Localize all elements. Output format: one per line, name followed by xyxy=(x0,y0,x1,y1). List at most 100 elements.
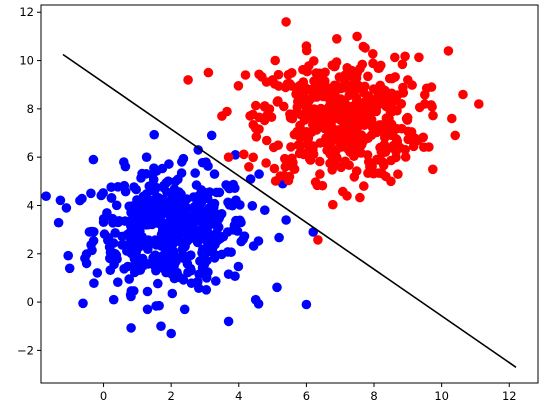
x-tick-label: 10 xyxy=(434,389,449,403)
data-point xyxy=(151,265,161,276)
data-point xyxy=(251,100,261,111)
data-point xyxy=(110,228,120,238)
data-point xyxy=(87,245,97,256)
data-point xyxy=(292,102,303,112)
data-point xyxy=(209,169,220,179)
data-point xyxy=(287,68,297,78)
data-point xyxy=(130,230,140,240)
data-point xyxy=(161,178,172,188)
data-point xyxy=(309,56,319,66)
data-point xyxy=(149,163,159,173)
data-point xyxy=(207,244,218,254)
y-tick-label: 0 xyxy=(27,295,34,309)
data-point xyxy=(419,142,429,152)
data-point xyxy=(366,114,377,125)
data-point xyxy=(153,278,163,289)
data-point xyxy=(428,110,438,121)
data-point xyxy=(315,156,325,167)
data-point xyxy=(358,136,369,146)
data-point xyxy=(124,274,134,284)
data-point xyxy=(204,219,215,230)
data-point xyxy=(178,153,189,164)
plot-area xyxy=(41,17,517,368)
data-point xyxy=(171,194,181,205)
data-point xyxy=(371,105,381,115)
y-tick-label: −2 xyxy=(17,343,34,357)
data-point xyxy=(179,221,189,232)
data-point xyxy=(64,263,75,274)
data-point xyxy=(294,148,305,159)
data-point xyxy=(400,152,411,162)
data-point xyxy=(78,298,88,309)
data-point xyxy=(211,187,222,198)
data-point xyxy=(233,81,244,91)
data-point xyxy=(158,224,169,234)
data-point xyxy=(384,73,395,84)
data-point xyxy=(189,203,200,214)
data-point xyxy=(88,154,99,165)
data-point xyxy=(179,304,190,315)
data-point xyxy=(329,80,340,91)
data-point xyxy=(211,276,221,286)
data-point xyxy=(186,250,196,260)
data-point xyxy=(113,277,123,288)
data-point xyxy=(351,93,362,103)
data-point xyxy=(393,169,403,179)
data-point xyxy=(174,205,185,216)
data-point xyxy=(89,278,99,289)
data-point xyxy=(84,227,95,237)
data-point xyxy=(254,169,264,179)
data-point xyxy=(357,59,368,70)
data-point xyxy=(275,171,286,181)
data-point xyxy=(194,269,204,280)
data-point xyxy=(161,267,171,278)
data-point xyxy=(360,43,370,53)
data-point xyxy=(254,69,264,80)
x-tick-label: 12 xyxy=(502,389,517,403)
data-point xyxy=(167,210,178,221)
data-point xyxy=(156,321,166,332)
data-point xyxy=(313,235,323,245)
data-point xyxy=(354,144,365,154)
data-point xyxy=(125,220,136,231)
data-point xyxy=(301,299,312,310)
data-point xyxy=(301,41,312,51)
data-point xyxy=(328,199,338,210)
data-point xyxy=(344,90,355,101)
data-point xyxy=(368,49,378,59)
data-point xyxy=(250,123,261,133)
data-point xyxy=(53,217,64,228)
data-point xyxy=(339,82,350,93)
data-point xyxy=(379,96,389,106)
data-point xyxy=(447,113,457,124)
data-point xyxy=(141,152,152,162)
data-point xyxy=(137,253,148,264)
data-point xyxy=(305,111,316,122)
x-tick-label: 4 xyxy=(235,389,242,403)
data-point xyxy=(142,286,153,297)
x-tick-label: 8 xyxy=(370,389,377,403)
data-point xyxy=(129,254,140,264)
x-tick-label: 2 xyxy=(168,389,175,403)
data-point xyxy=(184,211,194,221)
data-point xyxy=(282,157,293,168)
data-point xyxy=(353,121,364,132)
data-point xyxy=(167,243,177,253)
data-point xyxy=(105,253,115,264)
data-point xyxy=(302,139,312,149)
data-point xyxy=(131,208,142,219)
data-point xyxy=(274,232,284,243)
data-point xyxy=(206,130,217,141)
data-point xyxy=(251,132,262,142)
data-point xyxy=(385,107,396,117)
series-blue xyxy=(41,129,319,339)
data-point xyxy=(386,155,396,166)
data-point xyxy=(235,200,245,210)
data-point xyxy=(260,101,270,111)
data-point xyxy=(368,84,379,94)
data-point xyxy=(61,203,72,213)
data-point xyxy=(120,186,131,197)
data-point xyxy=(125,290,136,300)
data-point xyxy=(376,146,387,157)
data-point xyxy=(233,261,244,272)
